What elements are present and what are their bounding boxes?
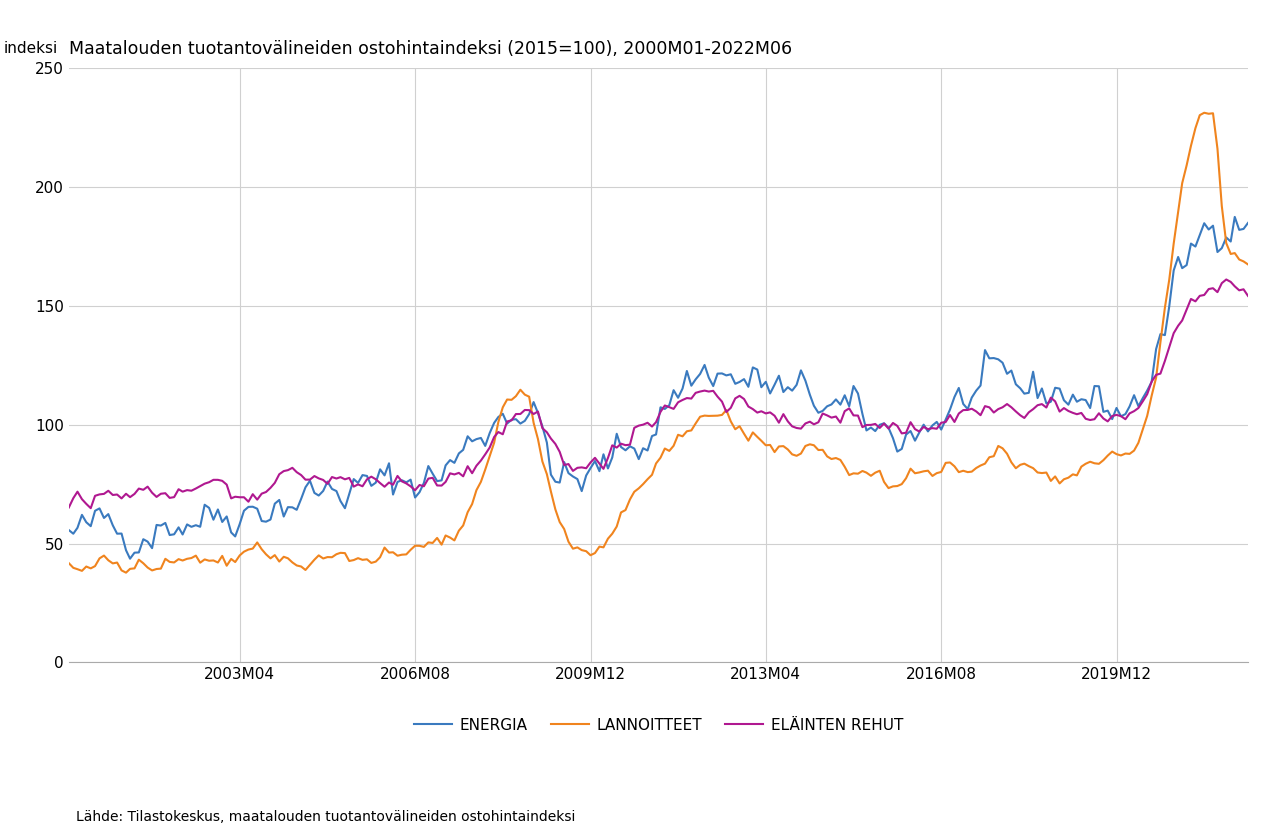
Line: ENERGIA: ENERGIA <box>69 217 1248 559</box>
Line: ELÄINTEN REHUT: ELÄINTEN REHUT <box>69 280 1248 508</box>
Text: Lähde: Tilastokeskus, maatalouden tuotantovälineiden ostohintaindeksi: Lähde: Tilastokeskus, maatalouden tuotan… <box>76 810 575 824</box>
Legend: ENERGIA, LANNOITTEET, ELÄINTEN REHUT: ENERGIA, LANNOITTEET, ELÄINTEN REHUT <box>408 711 909 739</box>
Text: indeksi: indeksi <box>4 41 58 56</box>
Line: LANNOITTEET: LANNOITTEET <box>69 113 1248 572</box>
Text: Maatalouden tuotantovälineiden ostohintaindeksi (2015=100), 2000M01-2022M06: Maatalouden tuotantovälineiden ostohinta… <box>69 40 792 58</box>
